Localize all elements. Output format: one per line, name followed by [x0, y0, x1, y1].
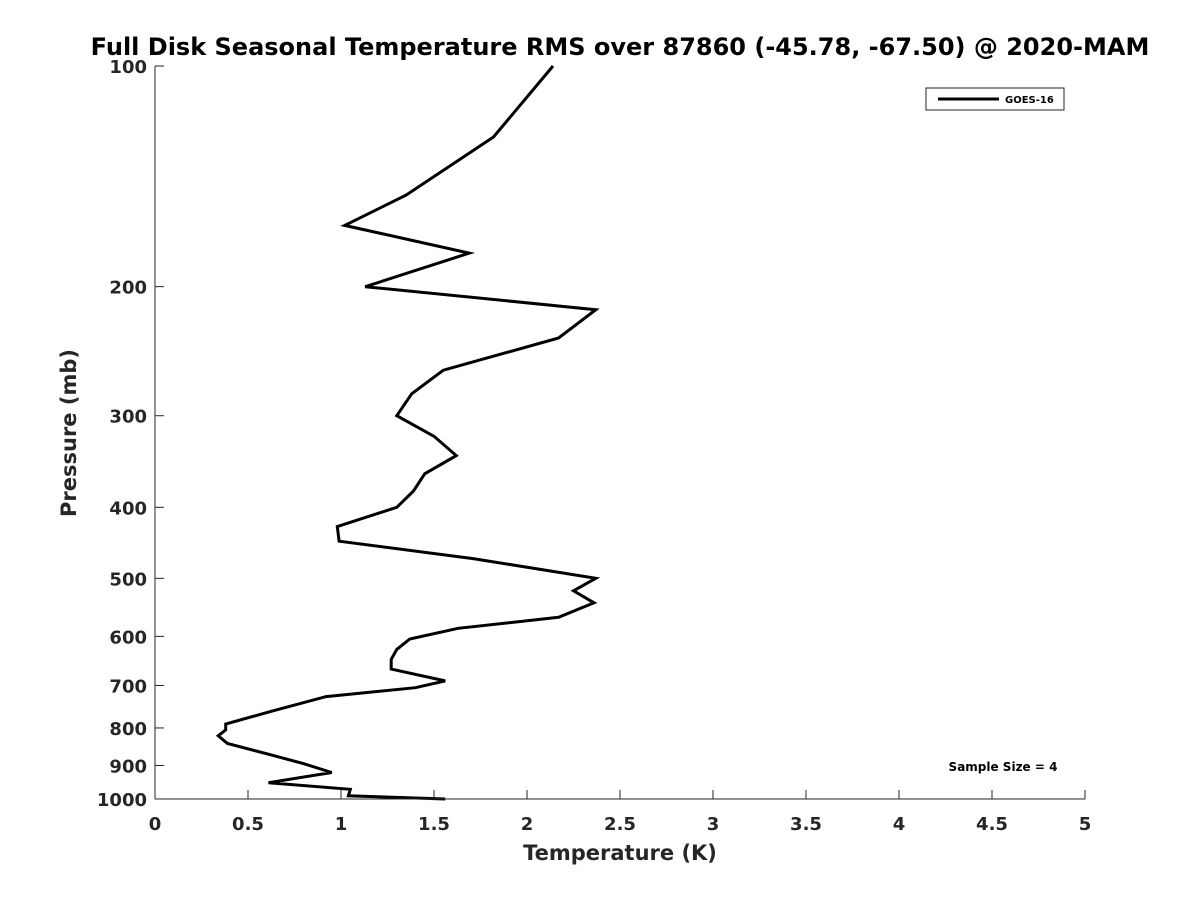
- y-tick-label: 300: [109, 407, 147, 428]
- y-tick-label: 100: [109, 57, 147, 78]
- legend: GOES-16: [925, 87, 1065, 111]
- x-tick-label: 0.5: [232, 814, 264, 835]
- x-tick-label: 2.5: [604, 814, 636, 835]
- sample-size-annotation: Sample Size = 4: [949, 760, 1058, 774]
- x-tick-label: 1: [335, 814, 348, 835]
- x-tick-label: 4: [893, 814, 906, 835]
- y-tick-label: 700: [109, 676, 147, 697]
- x-tick-label: 1.5: [418, 814, 450, 835]
- x-tick-label: 3: [707, 814, 720, 835]
- chart-title: Full Disk Seasonal Temperature RMS over …: [91, 33, 1150, 61]
- x-tick-label: 0: [149, 814, 162, 835]
- y-tick-label: 500: [109, 569, 147, 590]
- x-axis-label: Temperature (K): [523, 841, 717, 865]
- series-line-goes16: [215, 65, 601, 801]
- y-tick-label: 1000: [97, 790, 147, 811]
- y-tick-label: 600: [109, 627, 147, 648]
- y-tick-label: 900: [109, 756, 147, 777]
- y-tick-label: 800: [109, 719, 147, 740]
- y-tick-label: 400: [109, 498, 147, 519]
- x-tick-label: 3.5: [790, 814, 822, 835]
- y-axis-label: Pressure (mb): [57, 349, 81, 517]
- x-tick-label: 4.5: [976, 814, 1008, 835]
- x-tick-label: 5: [1079, 814, 1092, 835]
- y-axis-ticks: 100 200 300 400 500 600 700 800 900 1000: [97, 57, 164, 811]
- x-tick-label: 2: [521, 814, 534, 835]
- y-tick-label: 200: [109, 278, 147, 299]
- x-axis-ticks: 0 0.5 1 1.5 2 2.5 3 3.5 4 4.5 5: [149, 790, 1092, 835]
- legend-label-goes16: GOES-16: [1005, 95, 1054, 106]
